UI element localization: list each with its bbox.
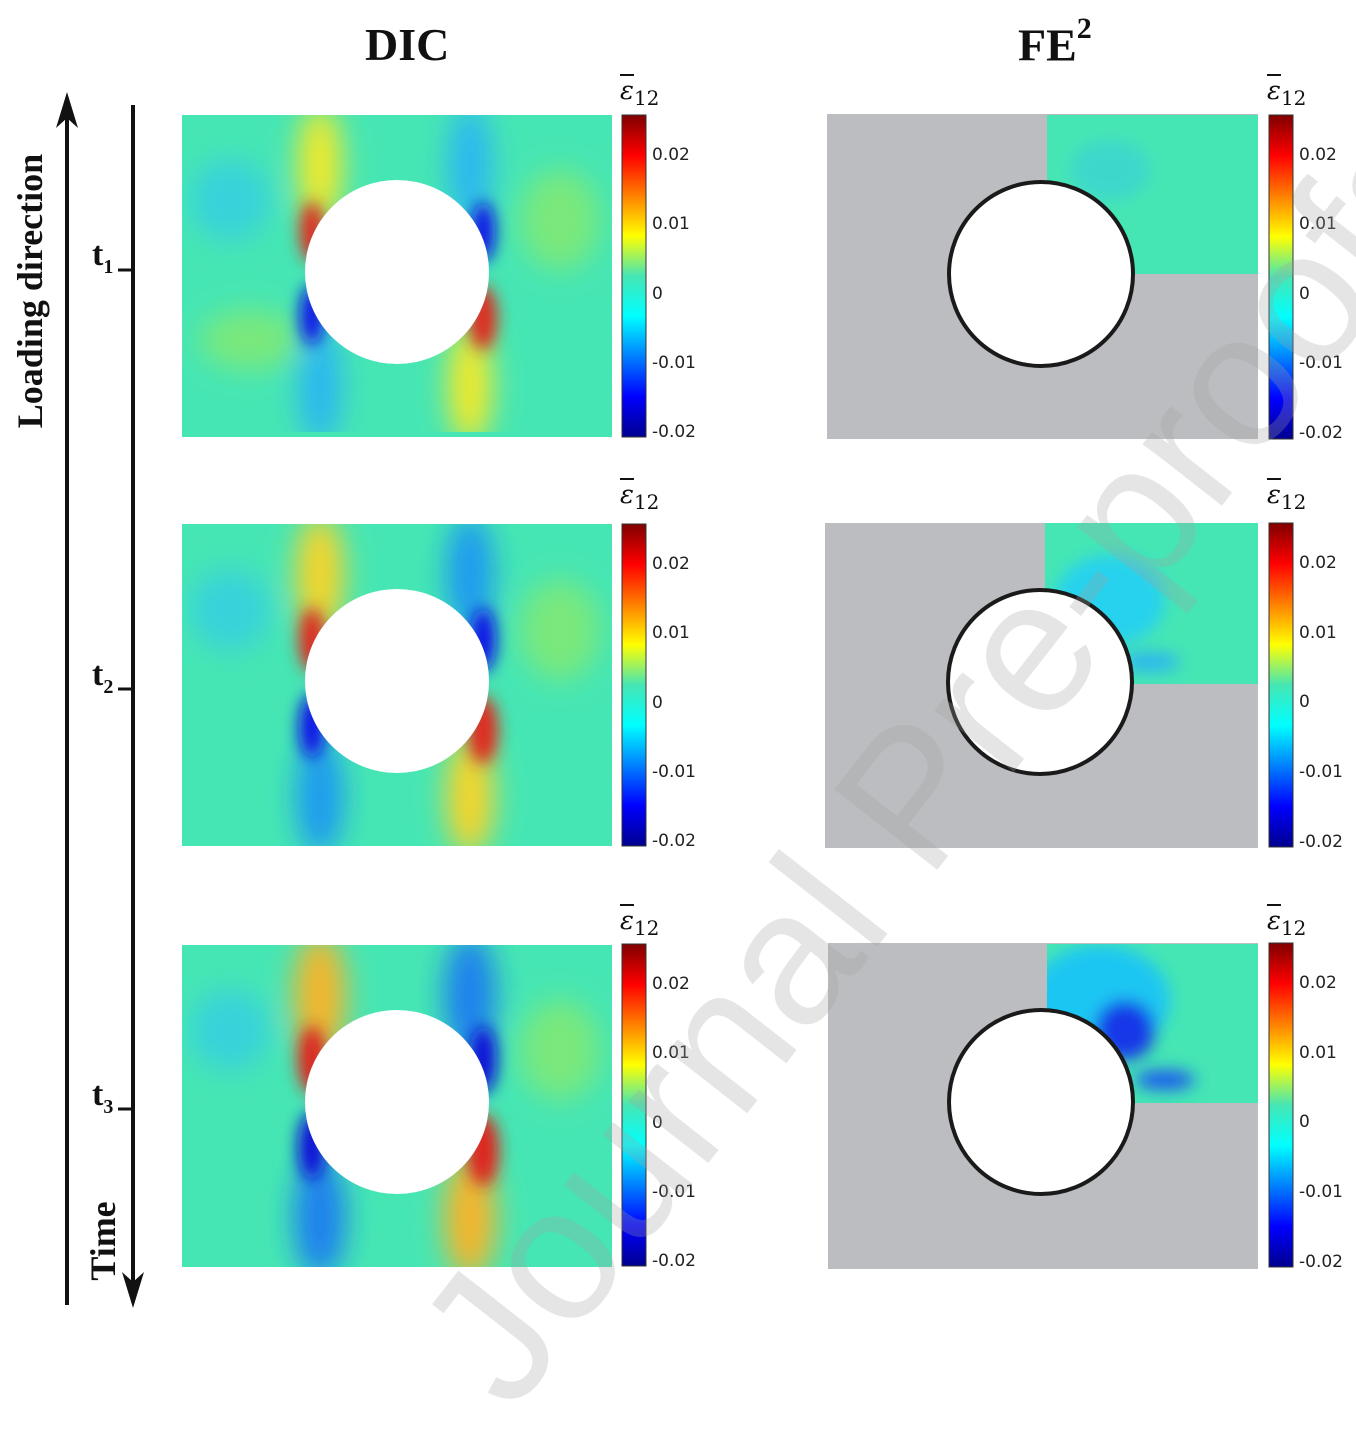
- colorbar-title-dic-t2: ε12: [620, 480, 660, 515]
- fe2-column-title: FE2: [1018, 12, 1092, 71]
- time-arrow: [122, 105, 144, 1308]
- colorbar-title-fe2-t1: ε12: [1267, 76, 1307, 111]
- colorbar-title-fe2-t3: ε12: [1267, 906, 1307, 941]
- colorbar-title-dic-t1: ε12: [620, 76, 660, 111]
- colorbar-title-fe2-t2: ε12: [1267, 480, 1307, 515]
- fe2-field-t1: [827, 114, 1258, 439]
- colorbar-dic-t1: [621, 114, 647, 438]
- colorbar-dic-t2: [621, 523, 647, 847]
- fe2-field-t3: [828, 943, 1258, 1269]
- dic-column-title: DIC: [365, 19, 450, 70]
- dic-field-t3: [182, 945, 612, 1267]
- dic-field-t2: [182, 524, 612, 846]
- time-step-t2: t2: [92, 656, 114, 698]
- colorbar-fe2-t3: [1268, 942, 1294, 1268]
- loading-direction-arrow: [56, 92, 78, 1305]
- time-step-t1: t1: [92, 236, 114, 278]
- colorbar-dic-t3: [621, 943, 647, 1267]
- fe2-field-t2: [825, 523, 1258, 848]
- dic-field-t1: [182, 115, 612, 437]
- colorbar-fe2-t1: [1268, 114, 1294, 440]
- time-step-t3: t3: [92, 1076, 114, 1118]
- figure-graphics: [56, 92, 1294, 1308]
- colorbar-fe2-t2: [1268, 522, 1294, 848]
- colorbar-title-dic-t3: ε12: [620, 906, 660, 941]
